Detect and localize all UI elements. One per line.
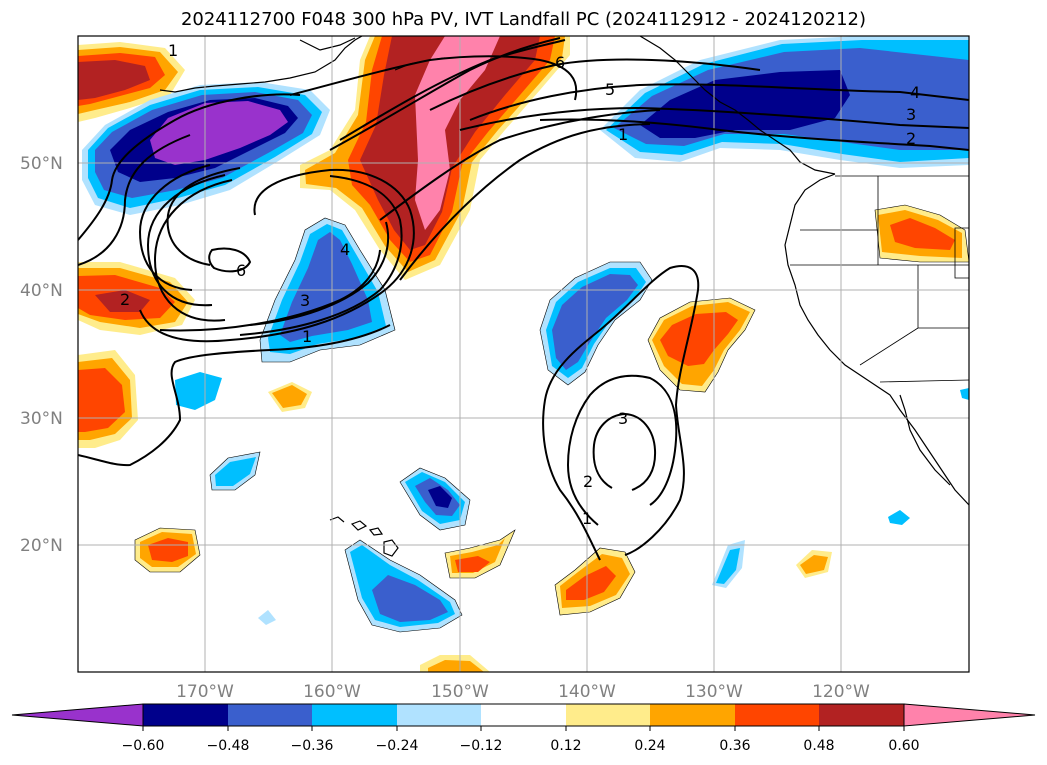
- contour-label-6-w: 6: [236, 261, 246, 280]
- contour-label-5-n: 5: [605, 80, 615, 99]
- contour-label-3-w: 3: [300, 291, 310, 310]
- colorbar-bin: [566, 704, 650, 726]
- lon-tick-130w: 130°W: [685, 682, 743, 702]
- lon-tick-labels: 170°W 160°W 150°W 140°W 130°W 120°W: [176, 682, 870, 702]
- lon-tick-120w: 120°W: [812, 682, 870, 702]
- colorbar-label: 0.48: [803, 738, 834, 754]
- contour-label-3-ne: 3: [906, 105, 916, 124]
- contour-label-2-c: 2: [583, 472, 593, 491]
- colorbar-bin: [819, 704, 904, 726]
- pv-shading-outlines: [134, 204, 969, 633]
- lon-tick-170w: 170°W: [176, 682, 234, 702]
- colorbar-ticks: [142, 726, 905, 731]
- colorbar-bin: [228, 704, 312, 726]
- colorbar-extend-min: [11, 703, 144, 727]
- contour-label-4-w: 4: [340, 240, 350, 259]
- colorbar-bin: [650, 704, 735, 726]
- colorbar-bin: [397, 704, 481, 726]
- contour-label-1-c: 1: [582, 509, 592, 528]
- gridlines: [78, 36, 969, 672]
- colorbar-bin: [735, 704, 819, 726]
- colorbar-label: 0.60: [888, 738, 919, 754]
- contour-label-1-nw: 1: [168, 41, 178, 60]
- colorbar-label: −0.12: [460, 738, 503, 754]
- lat-tick-50n: 50°N: [20, 154, 63, 174]
- contour-label-4-ne: 4: [910, 83, 920, 102]
- lat-tick-20n: 20°N: [20, 536, 63, 556]
- lat-tick-30n: 30°N: [20, 409, 63, 429]
- colorbar-label: −0.48: [207, 738, 250, 754]
- colorbar-label: −0.36: [291, 738, 334, 754]
- contour-labels: 1 2 3 4 6 1 6 5 1 4 3 2 3 2 1: [120, 41, 920, 528]
- colorbar-label: 0.12: [550, 738, 581, 754]
- lon-tick-140w: 140°W: [558, 682, 616, 702]
- ivt-contours: [78, 37, 969, 561]
- colorbar: −0.60 −0.48 −0.36 −0.24 −0.12 0.12 0.24 …: [11, 703, 1036, 754]
- colorbar-bin: [481, 704, 566, 726]
- colorbar-bin: [143, 704, 228, 726]
- contour-label-2-w: 2: [120, 290, 130, 309]
- contour-label-2-ne: 2: [906, 129, 916, 148]
- contour-label-1-w: 1: [302, 327, 312, 346]
- colorbar-label: −0.60: [122, 738, 165, 754]
- colorbar-label: 0.36: [719, 738, 750, 754]
- contour-label-6-n: 6: [555, 53, 565, 72]
- contour-label-3-c: 3: [618, 409, 628, 428]
- colorbar-bin: [312, 704, 397, 726]
- lat-tick-labels: 50°N 40°N 30°N 20°N: [20, 154, 63, 556]
- contour-label-1-n: 1: [618, 125, 628, 144]
- state-borders: [790, 175, 969, 383]
- map-frame: [77, 35, 970, 673]
- colorbar-extend-max: [903, 703, 1036, 727]
- colorbar-frame: [142, 703, 905, 727]
- colorbar-label: 0.24: [634, 738, 665, 754]
- lon-tick-160w: 160°W: [303, 682, 361, 702]
- lon-tick-150w: 150°W: [431, 682, 489, 702]
- lat-tick-40n: 40°N: [20, 281, 63, 301]
- map-title: 2024112700 F048 300 hPa PV, IVT Landfall…: [180, 9, 867, 30]
- colorbar-label: −0.24: [376, 738, 419, 754]
